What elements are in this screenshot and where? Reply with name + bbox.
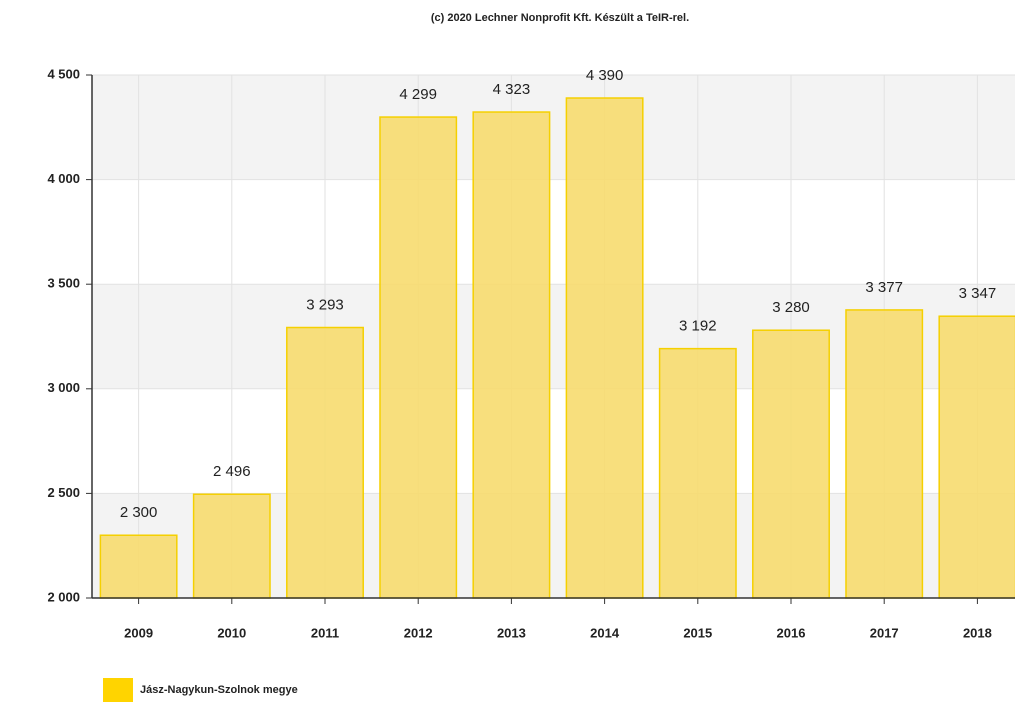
x-tick-label: 2015 [683,625,712,640]
data-label: 2 496 [213,463,251,480]
bar [752,329,830,599]
y-tick-label: 2 500 [47,485,80,500]
grid-band [92,75,1015,180]
y-tick-label: 2 000 [47,589,80,604]
x-tick-label: 2014 [590,625,620,640]
x-tick-label: 2011 [311,625,339,640]
data-label: 4 390 [586,67,624,84]
bar [99,534,178,599]
bar [845,309,924,599]
x-tick-label: 2017 [870,625,899,640]
bar [658,347,737,599]
bar [192,493,271,599]
data-label: 2 300 [120,504,158,521]
bar [565,97,644,599]
x-tick-label: 2016 [777,625,806,640]
y-tick-label: 3 000 [47,380,80,395]
x-tick-label: 2010 [217,625,246,640]
data-label: 4 323 [493,81,531,98]
data-label: 3 293 [306,296,344,313]
data-label: 3 347 [959,285,997,302]
data-label: 3 192 [679,318,717,335]
bar [472,111,551,599]
bar [286,326,364,599]
y-tick-label: 4 500 [47,66,80,81]
x-tick-label: 2012 [404,625,433,640]
legend-label: Jász-Nagykun-Szolnok megye [140,684,298,696]
data-label: 4 299 [399,86,437,103]
x-tick-label: 2009 [124,625,153,640]
bar [379,116,458,599]
y-tick-label: 3 500 [47,276,80,291]
y-tick-label: 4 000 [47,171,80,186]
chart-title: (c) 2020 Lechner Nonprofit Kft. Készült … [431,12,689,24]
bar [938,315,1015,599]
legend-swatch [103,678,133,702]
data-label: 3 280 [772,299,810,316]
x-tick-label: 2013 [497,625,526,640]
x-tick-label: 2018 [963,625,992,640]
data-label: 3 377 [865,279,903,296]
